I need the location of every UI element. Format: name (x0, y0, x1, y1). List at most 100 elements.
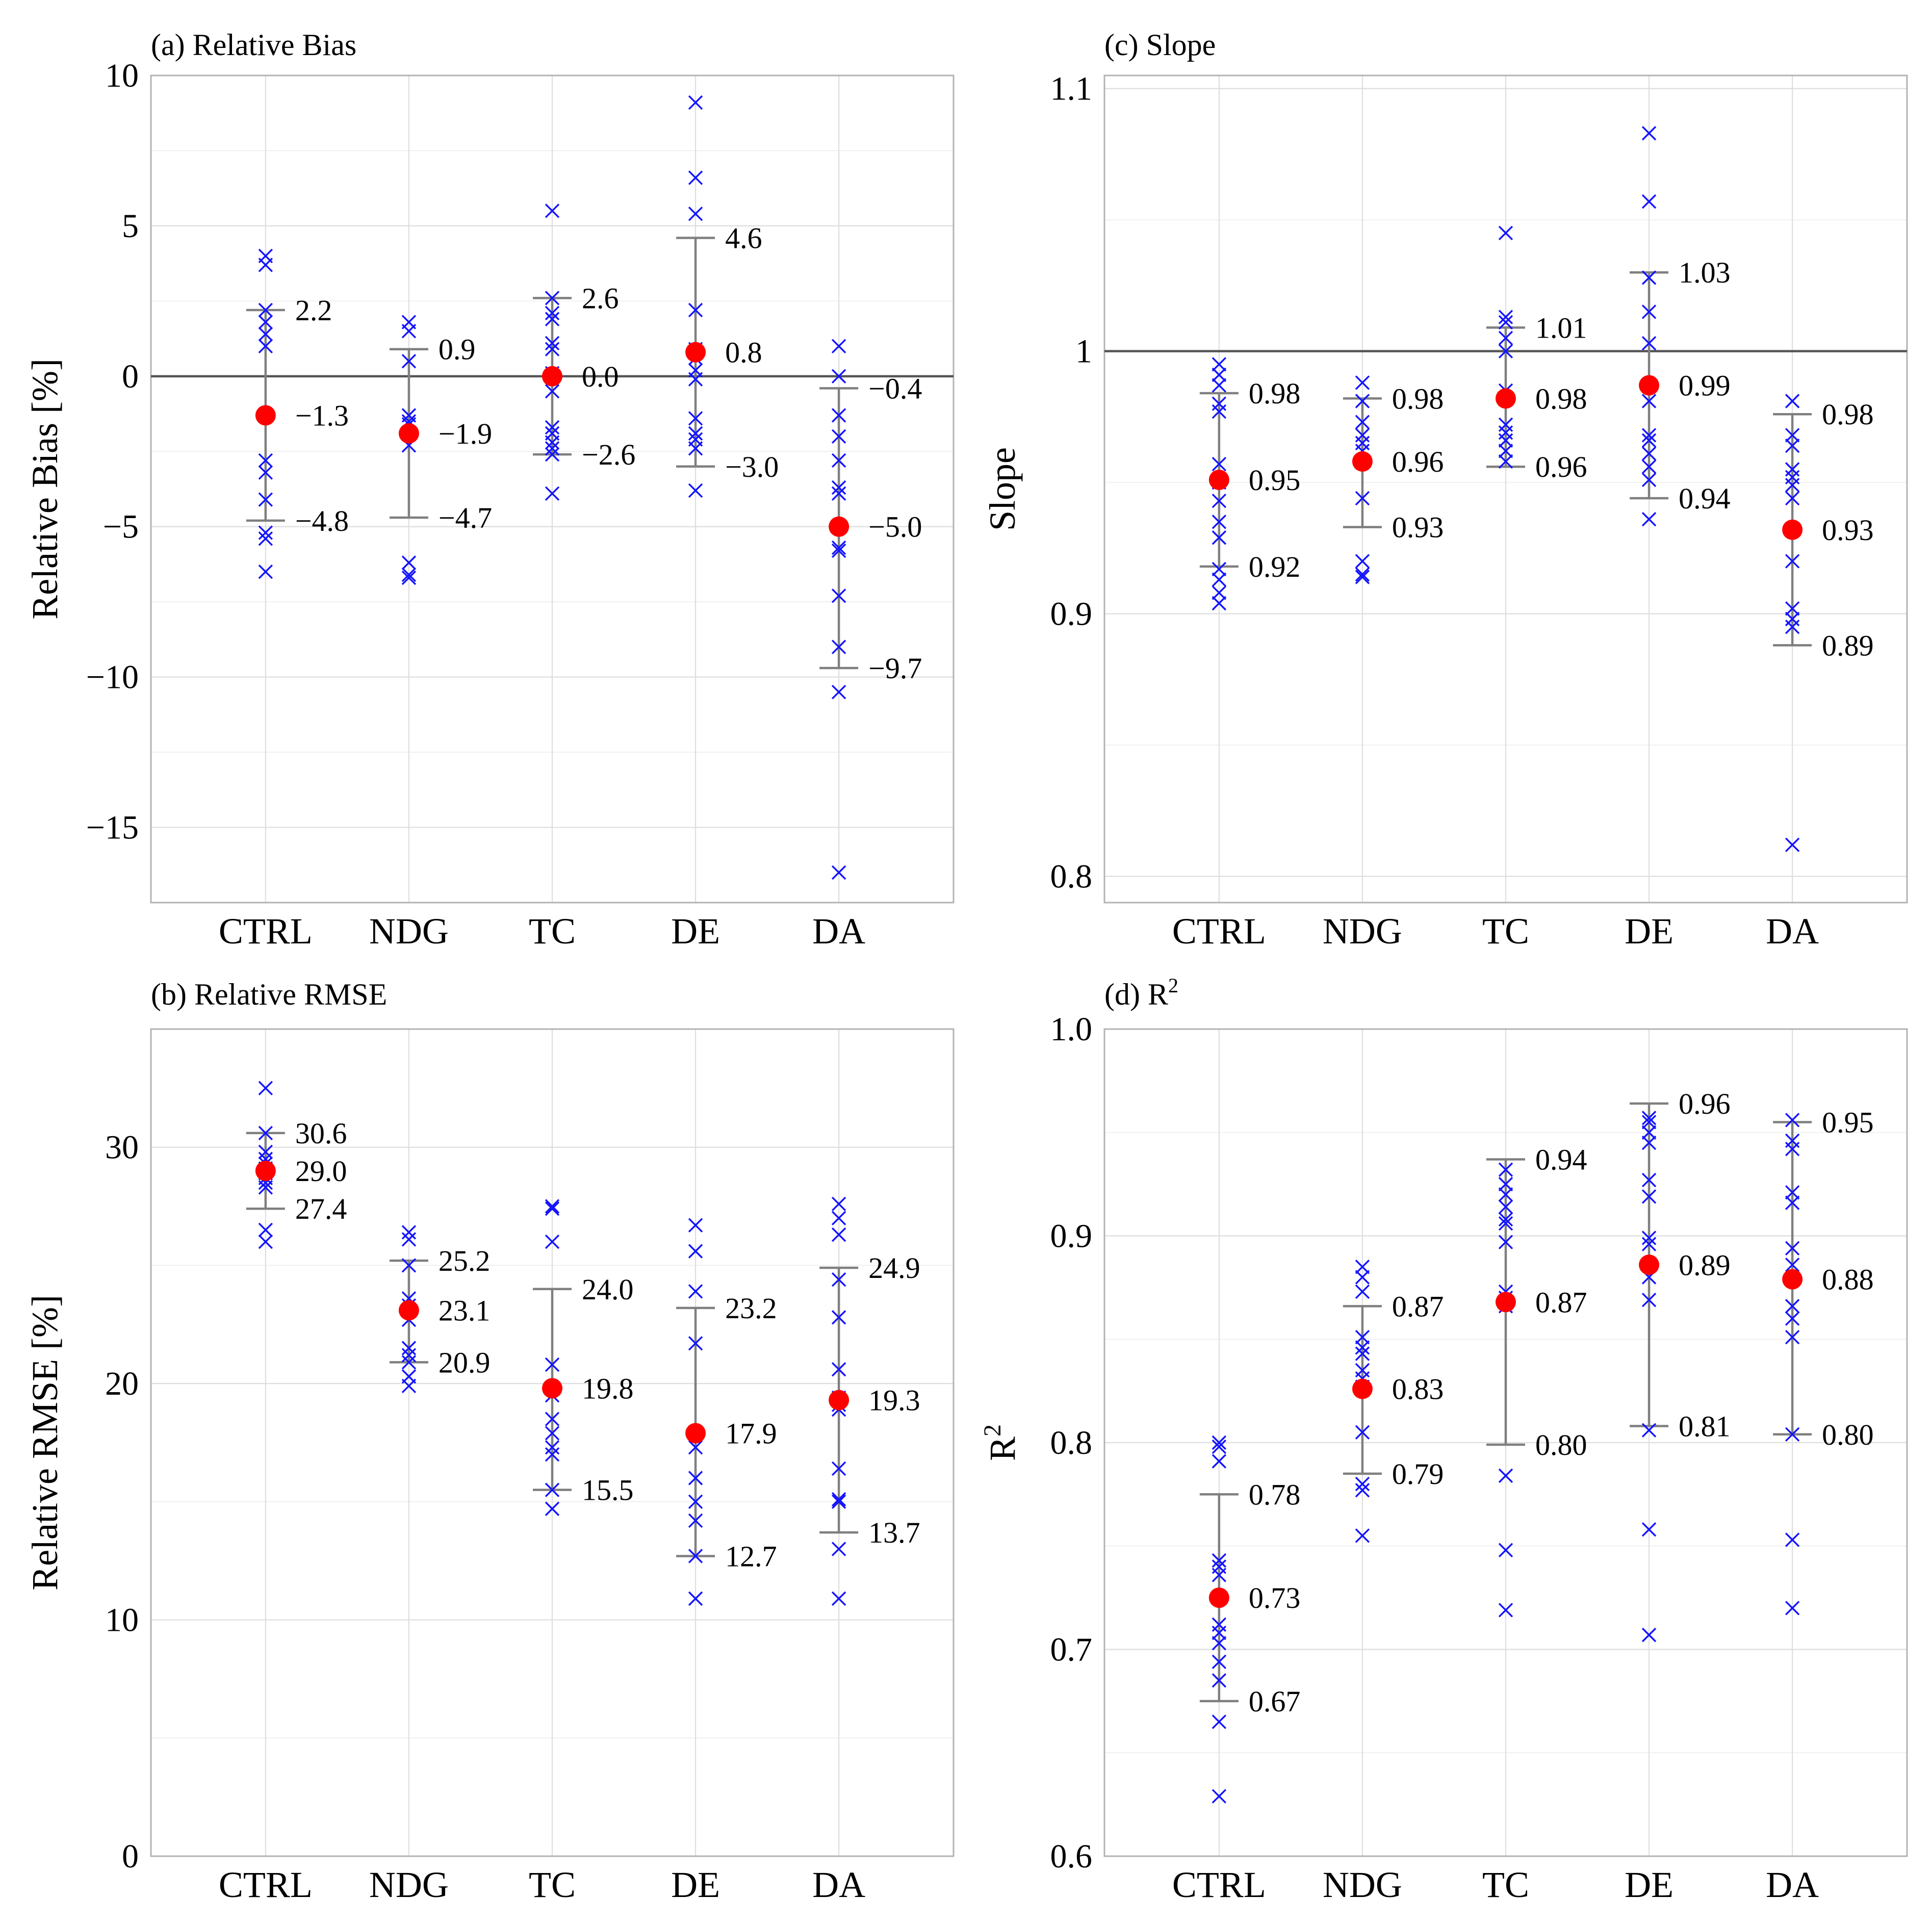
panel-title: (c) Slope (1104, 28, 1216, 62)
x-category-label: NDG (1323, 1864, 1402, 1905)
upper-bound-label: 4.6 (725, 222, 762, 255)
data-point-marker (1641, 433, 1657, 448)
data-point-marker (688, 1494, 703, 1509)
data-point-marker (545, 305, 560, 321)
data-point-marker (1785, 1299, 1800, 1314)
data-point-marker (831, 339, 846, 354)
y-tick-label: 0 (122, 358, 139, 395)
data-point-marker (1641, 270, 1657, 285)
data-point-marker (1498, 444, 1513, 458)
data-point-marker (1498, 1212, 1513, 1227)
category-group: 0.98 0.93 0.96 (1343, 375, 1444, 584)
data-point-marker (831, 480, 846, 495)
data-point-marker (258, 1234, 273, 1249)
data-point-marker (831, 369, 846, 384)
panel-title: (a) Relative Bias (151, 28, 356, 62)
lower-bound-label: 0.94 (1679, 482, 1731, 515)
category-group: 0.9 −4.7 −1.9 (389, 315, 492, 585)
lower-bound-label: 12.7 (725, 1540, 777, 1573)
mean-marker (398, 423, 419, 444)
data-point-marker (1785, 1113, 1800, 1127)
x-category-label: CTRL (1172, 1864, 1266, 1905)
data-point-marker (545, 291, 560, 305)
data-point-marker (1641, 1189, 1657, 1204)
y-axis-label-text: Relative Bias [%] (24, 358, 65, 620)
data-point-marker (545, 336, 560, 351)
y-axis-label-text: Slope (982, 447, 1023, 531)
data-point-marker (1641, 1423, 1657, 1438)
data-point-marker (545, 486, 560, 501)
data-point-marker (831, 639, 846, 654)
upper-bound-label: 2.2 (295, 294, 332, 327)
data-point-marker (1355, 570, 1370, 584)
y-axis-label: Relative RMSE [%] (24, 1295, 65, 1591)
data-point-marker (1212, 456, 1227, 472)
data-point-marker (258, 564, 273, 579)
panel-title: (b) Relative RMSE (151, 978, 387, 1011)
x-category-label: DA (1766, 1864, 1819, 1905)
data-point-marker (401, 1341, 417, 1355)
mean-label: 0.89 (1679, 1248, 1731, 1281)
data-point-marker (1212, 378, 1227, 393)
lower-bound-label: 0.96 (1535, 450, 1587, 483)
data-point-marker (1212, 515, 1227, 529)
category-group: 1.01 0.96 0.98 (1486, 225, 1587, 483)
category-group: 0.94 0.80 0.87 (1486, 1143, 1587, 1618)
data-point-marker (1355, 554, 1370, 569)
data-point-marker (545, 435, 560, 450)
lower-bound-label: −4.8 (295, 504, 349, 537)
upper-bound-label: 0.87 (1392, 1290, 1444, 1323)
data-point-marker (401, 1232, 417, 1247)
data-point-marker (688, 170, 703, 185)
data-point-marker (1212, 1454, 1227, 1469)
data-point-marker (1212, 367, 1227, 382)
mean-marker (255, 1161, 276, 1182)
data-point-marker (258, 1222, 273, 1238)
data-point-marker (688, 441, 703, 456)
panel-title-text: (a) Relative Bias (151, 28, 356, 62)
y-tick-label: 1.1 (1050, 70, 1093, 108)
x-category-label: CTRL (1172, 911, 1266, 952)
data-point-marker (1498, 1162, 1513, 1177)
data-point-marker (1355, 1260, 1370, 1274)
data-point-marker (1641, 126, 1657, 141)
mean-label: 0.99 (1679, 369, 1731, 402)
panel-title-text: (d) R (1104, 978, 1168, 1011)
panel-title-text: (c) Slope (1104, 28, 1216, 62)
x-category-label: TC (529, 911, 576, 952)
upper-bound-label: 24.9 (868, 1251, 920, 1285)
data-point-marker (401, 354, 417, 369)
mean-label: 23.1 (439, 1294, 491, 1327)
data-point-marker (1641, 1172, 1657, 1188)
category-group: 2.2 −4.8 −1.3 (246, 248, 349, 579)
y-tick-label: 0.9 (1050, 596, 1093, 633)
data-point-marker (831, 453, 846, 468)
panel-title-text: (b) Relative RMSE (151, 978, 387, 1011)
data-point-marker (258, 465, 273, 480)
x-category-label: DE (671, 911, 720, 952)
data-point-marker (1212, 1435, 1227, 1450)
category-group: 30.6 27.4 29.0 (246, 1081, 347, 1249)
data-point-marker (545, 1426, 560, 1441)
panel-relative-rmse: (b) Relative RMSE Relative RMSE [%] 30 20 10… (24, 978, 955, 1905)
mean-label: 0.0 (582, 360, 619, 393)
data-point-marker (1498, 330, 1513, 346)
lower-bound-label: 0.80 (1822, 1418, 1874, 1451)
plot-frame (150, 1028, 955, 1857)
data-point-marker (1212, 1654, 1227, 1670)
y-tick-label: 1 (1075, 333, 1092, 370)
category-group: 0.98 0.92 0.95 (1199, 357, 1300, 611)
y-tick-label: 5 (122, 208, 139, 245)
x-category-label: DA (812, 911, 865, 952)
data-point-marker (401, 324, 417, 339)
mean-marker (255, 405, 276, 426)
data-point-marker (258, 258, 273, 272)
category-group: 2.6 −2.6 0.0 (533, 203, 635, 501)
data-point-marker (258, 1081, 273, 1096)
category-group: 24.9 13.7 19.3 (819, 1196, 920, 1606)
data-point-marker (1785, 1311, 1800, 1326)
upper-bound-label: 23.2 (725, 1292, 777, 1325)
x-category-label: DA (1766, 911, 1819, 952)
data-point-marker (401, 570, 417, 585)
data-point-marker (688, 1244, 703, 1259)
